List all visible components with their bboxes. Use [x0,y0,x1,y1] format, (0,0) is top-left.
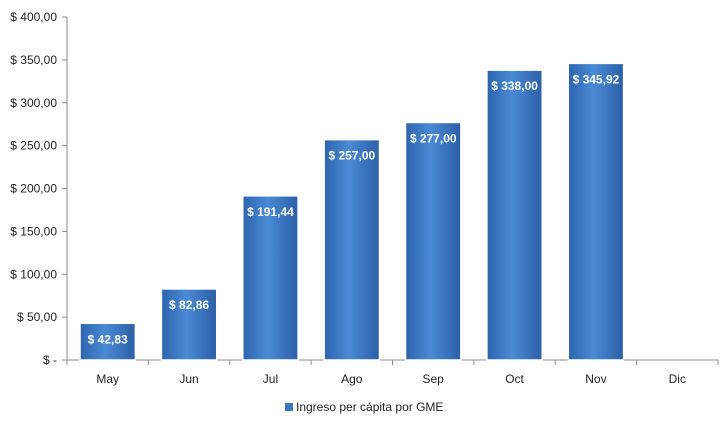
data-label: $ 42,83 [88,332,128,346]
x-tick-label: Nov [585,372,606,386]
legend-swatch [285,403,293,411]
y-tick-label: $ 400,00 [10,10,57,24]
y-tick-label: $ 200,00 [10,182,57,196]
y-tick-label: $ 350,00 [10,53,57,67]
x-tick-label: Oct [505,372,524,386]
x-tick-label: Sep [423,372,445,386]
y-tick-label: $ 300,00 [10,96,57,110]
bar [79,322,137,361]
y-tick-label: $ 150,00 [10,224,57,238]
data-label: $ 82,86 [169,298,209,312]
bar [160,288,218,361]
legend-label: Ingreso per cápita por GME [296,400,443,414]
x-tick-label: Jul [263,372,278,386]
x-tick-label: May [96,372,119,386]
data-label: $ 191,44 [247,205,294,219]
x-tick-label: Jun [179,372,198,386]
data-label: $ 345,92 [573,72,620,86]
y-tick-label: $ 250,00 [10,139,57,153]
y-tick-label: $ - [43,353,57,367]
data-label: $ 338,00 [491,79,538,93]
y-tick-label: $ 100,00 [10,267,57,281]
data-label: $ 277,00 [410,131,457,145]
bar [404,121,462,361]
data-label: $ 257,00 [328,149,375,163]
x-axis: May Jun Jul Ago Sep Oct Nov Dic [66,359,719,386]
legend: Ingreso per cápita por GME [285,400,443,414]
x-tick-label: Ago [341,372,363,386]
y-tick-label: $ 50,00 [17,310,57,324]
bar [242,195,299,361]
data-labels: $ 42,83 $ 82,86 $ 191,44 $ 257,00 $ 277,00 $ … [88,72,620,346]
bars [79,62,625,361]
bar [486,69,543,361]
y-axis: $ - $ 50,00 $ 100,00 $ 150,00 $ 200,00 $ 250,… [10,10,68,367]
x-tick-label: Dic [669,372,686,386]
bar [323,138,381,361]
bar [567,62,625,361]
